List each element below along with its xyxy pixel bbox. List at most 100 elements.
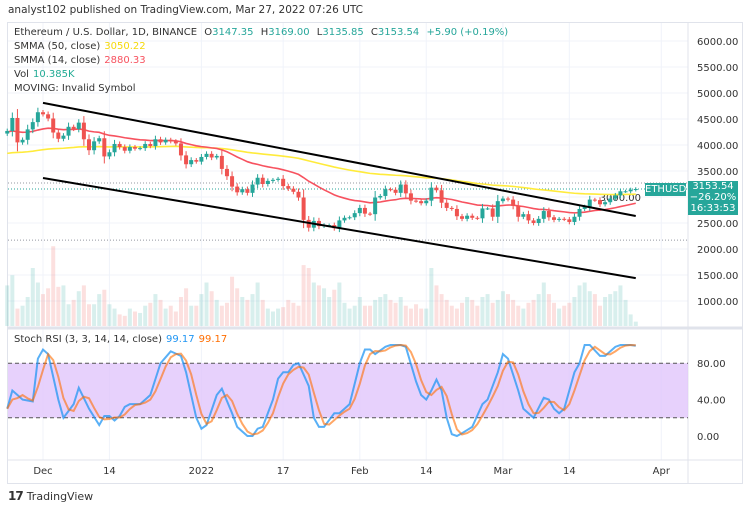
volume-bar bbox=[194, 305, 199, 326]
candle bbox=[403, 184, 408, 194]
tradingview-logo[interactable]: 𝟭𝟳 TradingView bbox=[8, 489, 93, 503]
candle bbox=[337, 220, 342, 229]
candle bbox=[281, 178, 286, 187]
candle bbox=[66, 126, 71, 136]
volume-bar bbox=[511, 299, 516, 326]
candle bbox=[122, 147, 127, 151]
volume-bar bbox=[337, 282, 342, 326]
candle bbox=[51, 118, 56, 133]
volume-bar bbox=[214, 299, 219, 326]
volume-bar bbox=[516, 305, 521, 326]
volume-bar bbox=[434, 285, 439, 326]
candle bbox=[194, 160, 199, 162]
stoch-axis-label: 80.00 bbox=[697, 359, 726, 370]
volume-bar bbox=[408, 308, 413, 326]
candle bbox=[470, 215, 475, 218]
candle bbox=[316, 220, 321, 227]
candle bbox=[214, 155, 219, 158]
volume-bar bbox=[552, 302, 556, 326]
candle bbox=[628, 189, 633, 192]
high-label: H bbox=[260, 27, 269, 38]
volume-bar bbox=[132, 311, 137, 326]
volume-bar bbox=[41, 294, 45, 326]
smma50-legend[interactable]: SMMA (50, close) 3050.22 bbox=[14, 41, 146, 52]
candle bbox=[587, 199, 592, 207]
candle bbox=[444, 202, 449, 208]
candle bbox=[260, 177, 265, 184]
candle bbox=[362, 207, 367, 214]
stoch-rsi-legend[interactable]: Stoch RSI (3, 3, 14, 14, close) 99.17 99.1… bbox=[14, 334, 227, 345]
volume-bar bbox=[81, 285, 86, 326]
candle bbox=[557, 218, 562, 220]
candle bbox=[163, 139, 168, 143]
price-axis-label: 2000.00 bbox=[697, 245, 738, 256]
candle bbox=[449, 207, 454, 209]
candle bbox=[235, 186, 240, 193]
volume-bar bbox=[357, 297, 362, 326]
volume-bar bbox=[291, 302, 296, 326]
time-axis-label: 14 bbox=[563, 466, 576, 477]
volume-bar bbox=[541, 282, 546, 326]
volume-bar bbox=[281, 307, 286, 326]
published-caption: analyst102 published on TradingView.com,… bbox=[8, 4, 364, 16]
candle bbox=[592, 199, 597, 201]
volume-bar bbox=[454, 308, 459, 326]
candle bbox=[439, 190, 444, 203]
volume-bar bbox=[536, 294, 541, 326]
candle bbox=[270, 179, 275, 181]
moving-legend[interactable]: MOVING: Invalid Symbol bbox=[14, 83, 136, 94]
volume-bar bbox=[603, 297, 608, 326]
volume-bar bbox=[623, 299, 628, 326]
volume-bar bbox=[189, 305, 194, 326]
volume-bar bbox=[224, 302, 229, 326]
candle bbox=[603, 202, 608, 205]
candle bbox=[148, 143, 153, 147]
candle bbox=[117, 143, 122, 148]
channel-lower-line bbox=[42, 177, 636, 280]
volume-bar bbox=[153, 294, 158, 326]
candle bbox=[429, 187, 434, 201]
volume-bar bbox=[398, 297, 403, 326]
candle bbox=[434, 187, 439, 191]
candle bbox=[168, 139, 173, 142]
volume-bar bbox=[276, 308, 281, 326]
candle bbox=[383, 189, 388, 196]
candle bbox=[623, 191, 628, 193]
volume-bar bbox=[618, 285, 623, 326]
candle bbox=[291, 188, 296, 192]
candle bbox=[393, 189, 398, 193]
volume-bar bbox=[521, 308, 526, 326]
volume-bar bbox=[383, 294, 388, 326]
volume-bar bbox=[393, 302, 398, 326]
candle bbox=[567, 219, 572, 222]
volume-bar bbox=[546, 294, 551, 326]
smma14-legend[interactable]: SMMA (14, close) 2880.33 bbox=[14, 55, 146, 66]
volume-bar bbox=[102, 289, 107, 326]
volume-bar bbox=[449, 305, 454, 326]
stoch-axis-label: 0.00 bbox=[697, 432, 719, 443]
candle bbox=[132, 147, 137, 149]
price-axis-label: 1000.00 bbox=[697, 297, 738, 308]
candle bbox=[347, 217, 352, 219]
candle bbox=[41, 112, 45, 115]
candle bbox=[424, 200, 429, 204]
volume-bar bbox=[378, 297, 383, 326]
symbol-name: Ethereum / U.S. Dollar, 1D, BINANCE bbox=[14, 27, 198, 38]
candle bbox=[526, 214, 531, 221]
volume-bar bbox=[138, 312, 143, 326]
volume-bar bbox=[20, 305, 25, 326]
price-axis-label: 4500.00 bbox=[697, 115, 738, 126]
volume-legend[interactable]: Vol 10.385K bbox=[14, 69, 75, 80]
volume-bar bbox=[199, 294, 204, 326]
stoch-d-line bbox=[6, 343, 636, 436]
candle bbox=[61, 135, 66, 139]
volume-bar bbox=[311, 282, 316, 326]
price-axis-label: 6000.00 bbox=[697, 37, 738, 48]
candle bbox=[81, 122, 86, 140]
close-label: C bbox=[370, 27, 378, 38]
candle bbox=[107, 152, 112, 157]
smma50-line bbox=[7, 145, 636, 196]
candle bbox=[352, 213, 357, 218]
volume-bar bbox=[327, 297, 332, 326]
